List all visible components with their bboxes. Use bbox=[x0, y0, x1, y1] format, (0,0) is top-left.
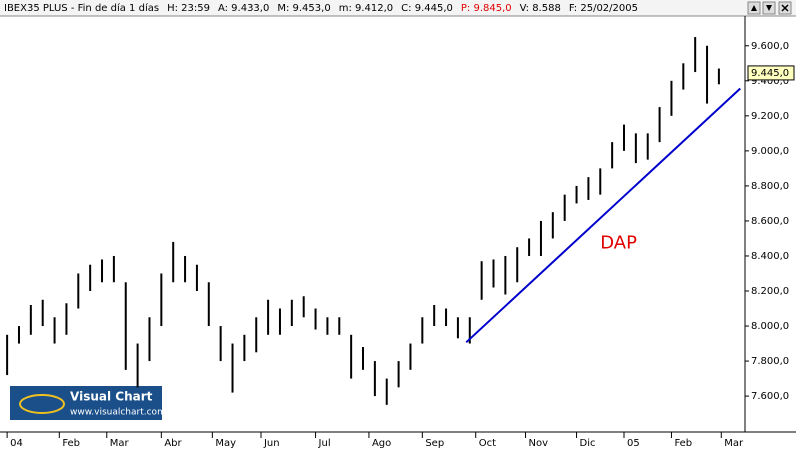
header-bar bbox=[0, 0, 796, 16]
y-tick-label: 8.600,0 bbox=[751, 216, 789, 227]
y-tick-label: 8.800,0 bbox=[751, 181, 789, 192]
x-tick-label: Ago bbox=[372, 438, 391, 449]
trend-label: DAP bbox=[600, 233, 637, 254]
header-field: F: 25/02/2005 bbox=[569, 3, 638, 14]
header-field: IBEX35 PLUS - Fin de día 1 días bbox=[4, 2, 159, 14]
logo-icon bbox=[19, 394, 65, 414]
x-tick-label: Feb bbox=[62, 438, 80, 449]
x-tick-label: Jul bbox=[318, 438, 331, 449]
header-field: A: 9.433,0 bbox=[218, 3, 269, 14]
last-value-box bbox=[747, 65, 795, 81]
x-tick-label: Oct bbox=[479, 438, 496, 449]
up-icon bbox=[751, 5, 757, 11]
y-tick-label: 8.200,0 bbox=[751, 286, 789, 297]
x-tick-label: Nov bbox=[529, 438, 549, 449]
y-tick-label: 7.800,0 bbox=[751, 356, 789, 367]
x-tick-label: Feb bbox=[674, 438, 692, 449]
trend-line bbox=[465, 87, 741, 344]
y-tick-label: 9.000,0 bbox=[751, 146, 789, 157]
x-tick-label: May bbox=[215, 438, 236, 449]
header-field: M: 9.453,0 bbox=[277, 3, 330, 14]
y-tick-label: 9.600,0 bbox=[751, 41, 789, 52]
logo-url: www.visualchart.com bbox=[70, 408, 166, 418]
down-icon bbox=[766, 5, 772, 11]
y-tick-label: 8.000,0 bbox=[751, 321, 789, 332]
x-tick-label: 05 bbox=[627, 438, 640, 449]
header-field: V: 8.588 bbox=[520, 3, 561, 14]
header-field: C: 9.445,0 bbox=[401, 3, 453, 14]
close-icon bbox=[781, 4, 789, 12]
x-tick-label: Mar bbox=[110, 438, 130, 449]
x-tick-label: Jun bbox=[263, 438, 280, 449]
x-tick-label: Mar bbox=[724, 438, 744, 449]
header-field: m: 9.412,0 bbox=[339, 3, 393, 14]
header-field: P: 9.845,0 bbox=[461, 3, 512, 14]
x-tick-label: Abr bbox=[164, 438, 182, 449]
x-tick-label: Sep bbox=[425, 438, 444, 449]
y-tick-label: 9.400,0 bbox=[751, 76, 789, 87]
y-tick-label: 7.600,0 bbox=[751, 391, 789, 402]
logo-box bbox=[10, 386, 162, 420]
logo: Visual Chart www.visualchart.com bbox=[10, 386, 166, 420]
y-tick-label: 9.200,0 bbox=[751, 111, 789, 122]
y-tick-label: 8.400,0 bbox=[751, 251, 789, 262]
x-tick-label: 04 bbox=[10, 438, 23, 449]
last-value-label: 9.445,0 bbox=[751, 68, 789, 79]
x-tick-label: Dic bbox=[580, 438, 596, 449]
header-field: H: 23:59 bbox=[167, 3, 210, 14]
logo-title: Visual Chart bbox=[70, 390, 153, 404]
